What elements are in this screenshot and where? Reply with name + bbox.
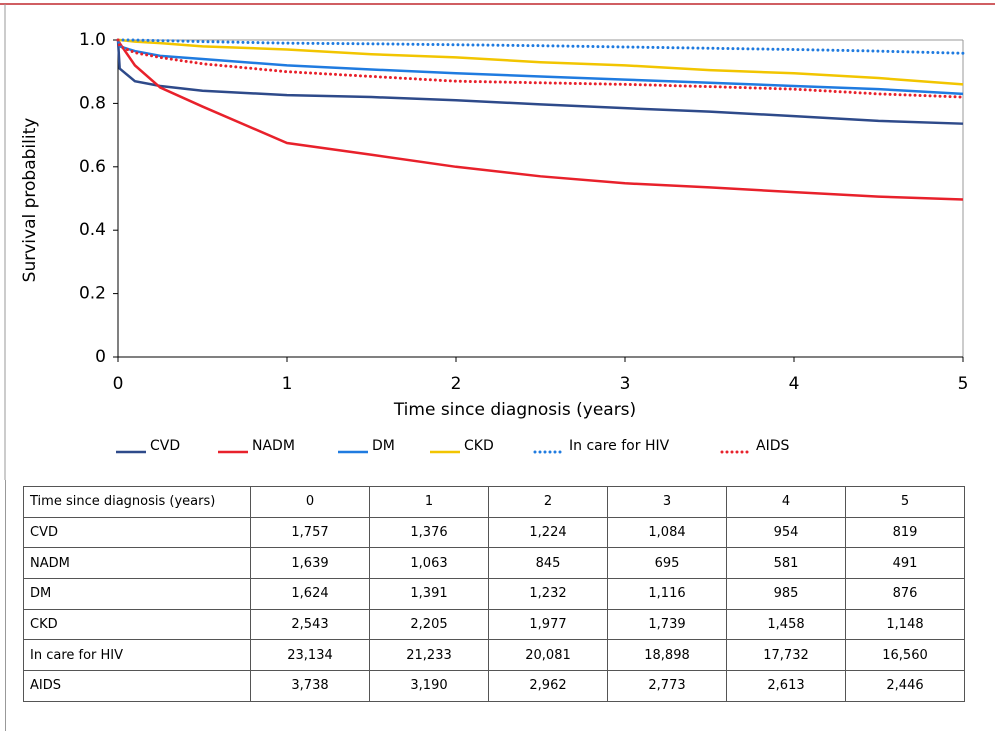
table-cell: 1,084 [607,516,727,549]
table-cell: CKD [23,608,251,641]
table-cell: 581 [726,547,846,580]
series-line [116,38,965,55]
table-cell: 1,458 [726,608,846,641]
table-cell: NADM [23,547,251,580]
table-cell: 985 [726,578,846,610]
table-cell: 2,613 [726,670,846,702]
legend-label: CKD [464,438,494,454]
table-cell: 845 [488,547,608,580]
table-cell: 0 [250,486,370,518]
table-row: AIDS 3,738 3,190 2,962 2,773 2,613 2,446 [23,670,965,702]
table-cell: 819 [845,516,965,549]
table-cell: 18,898 [607,639,727,672]
series-line [116,39,964,125]
table-cell: DM [23,578,251,610]
table-cell: 3 [607,486,727,518]
table-cell: 17,732 [726,639,846,672]
y-tick-label: 0.4 [79,220,106,240]
legend-label: In care for HIV [569,438,670,454]
legend-label: DM [372,438,395,454]
table-cell: 695 [607,547,727,580]
table-cell: 21,233 [369,639,489,672]
table-cell: 2,962 [488,670,608,702]
table-cell: 1 [369,486,489,518]
table-cell: 1,757 [250,516,370,549]
frame-left-lower [5,480,6,731]
table: Time since diagnosis (years) 0 1 2 3 4 5 CVD 1,7… [23,486,965,702]
table-cell: 1,148 [845,608,965,641]
x-axis-label: Time since diagnosis (years) [393,400,636,420]
table-cell: 23,134 [250,639,370,672]
series-line [116,38,965,99]
table-cell: 2 [488,486,608,518]
y-tick-label: 0.2 [79,284,106,304]
table-cell: 1,063 [369,547,489,580]
table-cell: 876 [845,578,965,610]
x-tick-label: 5 [958,374,969,394]
y-tick-label: 0.8 [79,93,106,113]
x-tick-label: 2 [451,374,462,394]
y-tick-label: 0.6 [79,157,106,177]
table-cell: CVD [23,516,251,549]
x-tick-label: 1 [282,374,293,394]
table-cell: 1,977 [488,608,608,641]
table-cell: 2,773 [607,670,727,702]
table-cell: 4 [726,486,846,518]
legend-label: NADM [252,438,295,454]
table-cell: 1,232 [488,578,608,610]
table-cell: 1,116 [607,578,727,610]
chart: Time since diagnosis (years) Survival pr… [0,3,995,480]
table-cell: 1,739 [607,608,727,641]
table-cell: 1,624 [250,578,370,610]
legend-label: AIDS [756,438,789,454]
table-cell: 20,081 [488,639,608,672]
table-cell: 2,446 [845,670,965,702]
series-line [118,38,964,86]
x-tick-label: 0 [113,374,124,394]
x-tick-label: 4 [789,374,800,394]
y-axis-label: Survival probability [20,118,40,283]
table-cell: AIDS [23,670,251,702]
legend-label: CVD [150,438,180,454]
table-cell: 5 [845,486,965,518]
table-cell: 491 [845,547,965,580]
table-cell: In care for HIV [23,639,251,672]
x-tick-label: 3 [620,374,631,394]
table-cell: Time since diagnosis (years) [23,486,251,518]
table-row: CKD 2,543 2,205 1,977 1,739 1,458 1,148 [23,608,965,641]
series-line [116,39,964,96]
table-cell: 1,391 [369,578,489,610]
table-row: DM 1,624 1,391 1,232 1,116 985 876 [23,578,965,610]
table-row: Time since diagnosis (years) 0 1 2 3 4 5 [23,486,965,518]
table-cell: 1,639 [250,547,370,580]
table-cell: 16,560 [845,639,965,672]
table-cell: 3,738 [250,670,370,702]
table-row: In care for HIV 23,134 21,233 20,081 18,898 1… [23,639,965,672]
table-cell: 3,190 [369,670,489,702]
y-tick-label: 0 [95,347,106,367]
table-row: CVD 1,757 1,376 1,224 1,084 954 819 [23,516,965,549]
table-cell: 1,224 [488,516,608,549]
table-cell: 1,376 [369,516,489,549]
table-row: NADM 1,639 1,063 845 695 581 491 [23,547,965,580]
y-tick-label: 1.0 [79,30,106,50]
series-line [116,39,964,201]
table-cell: 2,205 [369,608,489,641]
table-cell: 954 [726,516,846,549]
table-cell: 2,543 [250,608,370,641]
